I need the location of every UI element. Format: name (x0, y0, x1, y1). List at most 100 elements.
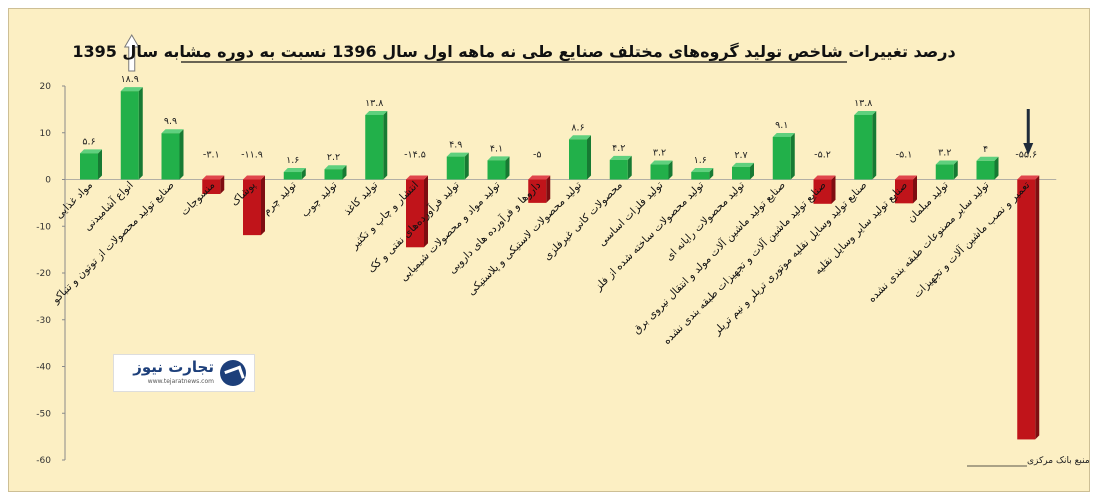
bar-22 (935, 160, 958, 180)
bars-group (80, 87, 1040, 440)
bar-top (976, 156, 999, 161)
y-tick-label: -50 (36, 409, 51, 419)
category-label: تولید چرم (260, 179, 298, 217)
bar-face (324, 169, 343, 180)
bar-19 (813, 175, 836, 204)
bar-top (691, 168, 714, 173)
source-note: منبع بانک مرکزی (1027, 456, 1090, 466)
value-label: -۵.۲ (814, 150, 831, 161)
bar-side (750, 162, 754, 180)
bar-side (546, 175, 551, 203)
value-label: -۱۴.۵ (404, 150, 426, 161)
bar-side (709, 168, 714, 180)
bar-side (668, 160, 673, 180)
value-label: ۲.۷ (734, 150, 747, 161)
bar-13 (569, 135, 591, 180)
bar-top (283, 168, 306, 173)
bar-top (772, 132, 795, 137)
value-label: ۴ (983, 144, 988, 155)
bar-face (161, 133, 180, 180)
value-label: ۸.۶ (571, 122, 584, 133)
bar-side (261, 175, 265, 236)
bar-top (895, 175, 917, 180)
bar-20 (854, 110, 877, 180)
value-label: -۵.۱ (896, 150, 913, 161)
y-tick-label: -40 (36, 363, 51, 373)
category-label: صنایع تولید ماشین آلات مولد و انتقال نیر… (630, 178, 788, 336)
bar-face (976, 160, 995, 180)
bar-face (1017, 179, 1036, 440)
bar-top (80, 149, 102, 154)
bar-top (446, 152, 469, 157)
bar-17 (732, 162, 754, 180)
bar-5 (243, 175, 265, 236)
value-label: ۳.۲ (653, 148, 666, 159)
bar-face (813, 179, 832, 204)
y-tick-label: -60 (36, 456, 51, 466)
category-label: مواد غذایی (53, 179, 95, 221)
category-label: تولید کاغذ (342, 179, 381, 218)
y-tick-label: 0 (45, 176, 51, 186)
value-label: ۳.۲ (938, 148, 951, 159)
value-label: ۴.۲ (612, 143, 625, 154)
value-label: -۵ (533, 150, 542, 161)
bar-14 (609, 155, 632, 180)
bar-face (895, 179, 913, 204)
value-label: -۳.۱ (203, 150, 220, 161)
value-label: ۱.۶ (286, 155, 299, 166)
bar-face (487, 160, 506, 180)
bar-6 (283, 168, 306, 180)
bar-face (854, 114, 873, 180)
category-label: صنایع تولید وسایل نقلیه موتوری تریلر و ن… (710, 179, 869, 338)
bar-face (365, 114, 384, 180)
bar-top (569, 135, 591, 140)
bar-top (406, 175, 428, 180)
bar-face (609, 159, 628, 180)
value-label: ۱۳.۸ (854, 98, 872, 109)
category-label: محصولات کانی غیرفلزی (541, 179, 625, 263)
bar-top (1017, 175, 1040, 180)
bar-top (324, 165, 347, 170)
bar-side (301, 168, 306, 180)
bar-10 (446, 152, 469, 180)
bar-side (872, 110, 877, 180)
bar-side (790, 132, 795, 180)
y-tick-label: -30 (36, 316, 51, 326)
bar-side (98, 149, 102, 180)
bar-face (446, 156, 465, 180)
bar-side (464, 152, 469, 180)
tejarat-news-logo: تجارت نیوز www.tejaratnews.com (113, 354, 255, 392)
value-label: ۱۸.۹ (121, 74, 139, 85)
bar-side (994, 156, 999, 180)
bar-side (587, 135, 591, 180)
value-label: ۵.۶ (82, 136, 95, 147)
bar-side (627, 155, 632, 180)
bar-side (383, 110, 388, 180)
bar-face (80, 153, 98, 180)
value-label: ۴.۹ (449, 140, 462, 151)
bar-top (650, 160, 673, 165)
bar-face (732, 166, 750, 180)
bar-7 (324, 165, 347, 180)
bar-24 (1017, 175, 1040, 440)
bar-top (935, 160, 958, 165)
value-label: ۴.۱ (490, 143, 503, 154)
bar-top (528, 175, 551, 180)
bar-side (220, 175, 225, 194)
bar-1 (80, 149, 102, 180)
y-tick-label: -10 (36, 222, 51, 232)
bar-3 (161, 129, 184, 180)
bar-16 (691, 168, 714, 180)
bar-face (772, 136, 791, 180)
bar-side (424, 175, 428, 248)
bar-side (913, 175, 917, 204)
bar-side (953, 160, 958, 180)
value-label: ۹.۹ (164, 116, 177, 127)
bar-side (138, 87, 143, 180)
category-label: تولید محصولات رایانه ای (663, 179, 747, 263)
bar-9 (406, 175, 428, 248)
bar-top (202, 175, 225, 180)
category-label: تولید چوب (299, 179, 340, 220)
bar-face (528, 179, 547, 203)
bar-2 (120, 87, 143, 180)
